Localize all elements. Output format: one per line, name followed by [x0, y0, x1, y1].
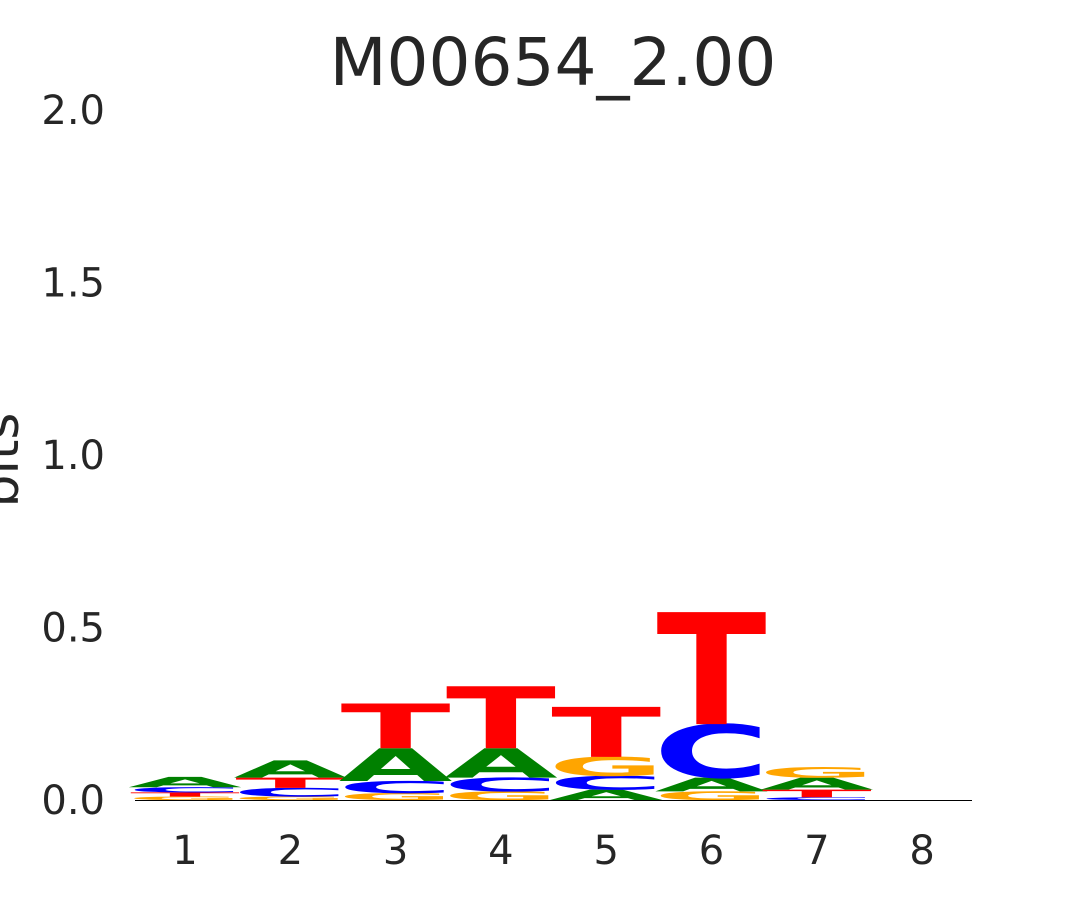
chart-title: M00654_2.00 — [330, 24, 777, 101]
logo-letter-t: T — [656, 583, 766, 761]
logo-letter-g: G — [654, 789, 770, 803]
logo-letter-g: G — [127, 796, 243, 801]
logo-letter-a: A — [339, 739, 453, 791]
logo-letter-g: G — [338, 791, 454, 802]
logo-letter-a: A — [444, 741, 558, 788]
y-tick-label: 0.5 — [41, 606, 105, 652]
logo-letter-t: T — [762, 788, 872, 800]
logo-letter-t: T — [446, 670, 556, 769]
x-tick-label: 7 — [804, 828, 829, 874]
y-tick-label: 0.0 — [41, 778, 105, 824]
logo-letter-c: C — [443, 774, 559, 796]
logo-letter-a: A — [655, 774, 769, 796]
x-tick-label: 2 — [278, 828, 303, 874]
logo-letter-c: C — [759, 797, 875, 801]
logo-letter-g: G — [548, 752, 664, 782]
logo-letter-a: A — [233, 756, 347, 784]
logo-letter-t: T — [130, 791, 240, 798]
logo-letter-c: C — [337, 778, 453, 797]
logo-letter-a: A — [549, 787, 663, 804]
logo-letter-c: C — [548, 772, 664, 794]
y-axis-label: bits — [0, 413, 31, 508]
logo-letter-a: A — [760, 774, 874, 793]
logo-letter-t: T — [235, 775, 345, 791]
logo-letter-c: C — [232, 786, 348, 800]
x-tick-label: 4 — [488, 828, 513, 874]
logo-letter-c: C — [127, 786, 243, 794]
logo-letter-g: G — [233, 796, 349, 801]
x-tick-label: 1 — [172, 828, 197, 874]
x-tick-label: 3 — [383, 828, 408, 874]
y-tick-label: 2.0 — [41, 88, 105, 134]
logo-letter-c: C — [653, 710, 769, 795]
x-axis-ticks: 1 2 3 4 5 6 7 8 — [172, 828, 935, 874]
logo-letter-g: G — [759, 764, 875, 781]
y-axis-ticks: 0.0 0.5 1.0 1.5 2.0 — [41, 88, 105, 824]
x-tick-label: 5 — [593, 828, 618, 874]
y-tick-label: 1.0 — [41, 433, 105, 479]
x-tick-label: 8 — [909, 828, 934, 874]
logo-letter-a: A — [128, 774, 242, 791]
y-tick-label: 1.5 — [41, 261, 105, 307]
logo-letter-g: G — [443, 789, 559, 803]
x-tick-label: 6 — [699, 828, 724, 874]
logo-letter-t: T — [341, 691, 451, 762]
logo-letter-t: T — [551, 694, 661, 774]
